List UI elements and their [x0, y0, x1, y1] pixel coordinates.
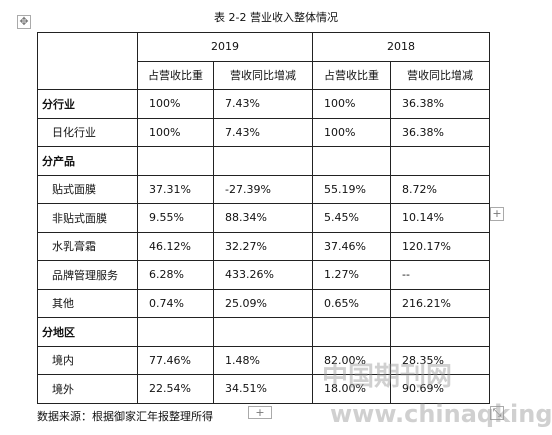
cell: 100%	[137, 117, 214, 147]
data-row: 境外 22.54% 34.51% 18.00% 90.69%	[37, 374, 490, 404]
cell: 18.00%	[312, 374, 391, 404]
cell: 216.21%	[390, 288, 490, 318]
cell: 100%	[312, 117, 391, 147]
cell: 88.34%	[213, 203, 313, 233]
cell: 8.72%	[390, 174, 490, 204]
cell: 25.09%	[213, 288, 313, 318]
cell: 46.12%	[137, 231, 214, 261]
cell	[312, 317, 391, 347]
cell: 433.26%	[213, 260, 313, 290]
cell: 32.27%	[213, 231, 313, 261]
row-label: 分地区	[37, 317, 138, 347]
cell	[213, 146, 313, 176]
cell: 37.31%	[137, 174, 214, 204]
add-column-button[interactable]: +	[490, 207, 504, 221]
watermark: www.chinaqking.com	[330, 400, 552, 428]
section-row: 分行业 100% 7.43% 100% 36.38%	[37, 89, 490, 119]
row-label: 品牌管理服务	[37, 260, 138, 290]
data-row: 品牌管理服务 6.28% 433.26% 1.27% --	[37, 260, 490, 290]
year-header: 2019	[137, 32, 313, 62]
column-header: 占营收比重	[312, 60, 391, 90]
row-label: 分产品	[37, 146, 138, 176]
cell: 1.27%	[312, 260, 391, 290]
data-row: 其他 0.74% 25.09% 0.65% 216.21%	[37, 288, 490, 318]
cell: 90.69%	[390, 374, 490, 404]
cell: --	[390, 260, 490, 290]
cell: 55.19%	[312, 174, 391, 204]
table-title: 表 2-2 营业收入整体情况	[214, 11, 338, 24]
cell: 0.74%	[137, 288, 214, 318]
cell: 6.28%	[137, 260, 214, 290]
cell: 34.51%	[213, 374, 313, 404]
row-label: 境外	[37, 374, 138, 404]
cell	[137, 317, 214, 347]
cell	[137, 146, 214, 176]
cell: 100%	[137, 89, 214, 119]
column-header: 营收同比增减	[213, 60, 313, 90]
data-row: 非贴式面膜 9.55% 88.34% 5.45% 10.14%	[37, 203, 490, 233]
cell: 10.14%	[390, 203, 490, 233]
cell: 77.46%	[137, 345, 214, 375]
cell	[390, 146, 490, 176]
data-row: 日化行业 100% 7.43% 100% 36.38%	[37, 117, 490, 147]
column-header: 营收同比增减	[390, 60, 490, 90]
table: 2019 2018 占营收比重 营收同比增减 占营收比重 营收同比增减 分行业 100% 7.4…	[37, 32, 490, 404]
resize-handle[interactable]: ⤡	[490, 406, 504, 420]
data-row: 境内 77.46% 1.48% 82.00% 28.35%	[37, 345, 490, 375]
section-row: 分产品	[37, 146, 490, 176]
cell: 1.48%	[213, 345, 313, 375]
data-row: 贴式面膜 37.31% -27.39% 55.19% 8.72%	[37, 174, 490, 204]
year-header: 2018	[312, 32, 490, 62]
cell: 37.46%	[312, 231, 391, 261]
cell: 0.65%	[312, 288, 391, 318]
source-note: 数据来源：根据御家汇年报整理所得	[37, 410, 213, 423]
move-handle[interactable]: ✥	[17, 15, 31, 29]
row-label: 非贴式面膜	[37, 203, 138, 233]
cell: 9.55%	[137, 203, 214, 233]
add-row-button[interactable]: +	[248, 406, 272, 419]
cell: 5.45%	[312, 203, 391, 233]
cell: -27.39%	[213, 174, 313, 204]
row-label: 境内	[37, 345, 138, 375]
cell	[312, 146, 391, 176]
cell: 7.43%	[213, 89, 313, 119]
watermark: 中国期刊网	[322, 362, 453, 392]
subheader-row: 占营收比重 营收同比增减 占营收比重 营收同比增减	[38, 60, 490, 90]
row-label: 其他	[37, 288, 138, 318]
cell: 36.38%	[390, 89, 490, 119]
column-header: 占营收比重	[137, 60, 214, 90]
cell	[213, 317, 313, 347]
cell: 36.38%	[390, 117, 490, 147]
row-label: 贴式面膜	[37, 174, 138, 204]
row-label: 水乳膏霜	[37, 231, 138, 261]
cell: 22.54%	[137, 374, 214, 404]
cell: 120.17%	[390, 231, 490, 261]
cell: 100%	[312, 89, 391, 119]
row-label: 分行业	[37, 89, 138, 119]
corner-cell	[37, 32, 138, 90]
cell: 7.43%	[213, 117, 313, 147]
cell	[390, 317, 490, 347]
row-label: 日化行业	[37, 117, 138, 147]
data-row: 水乳膏霜 46.12% 32.27% 37.46% 120.17%	[37, 231, 490, 261]
header-row: 2019 2018	[37, 32, 490, 90]
section-row: 分地区	[37, 317, 490, 347]
